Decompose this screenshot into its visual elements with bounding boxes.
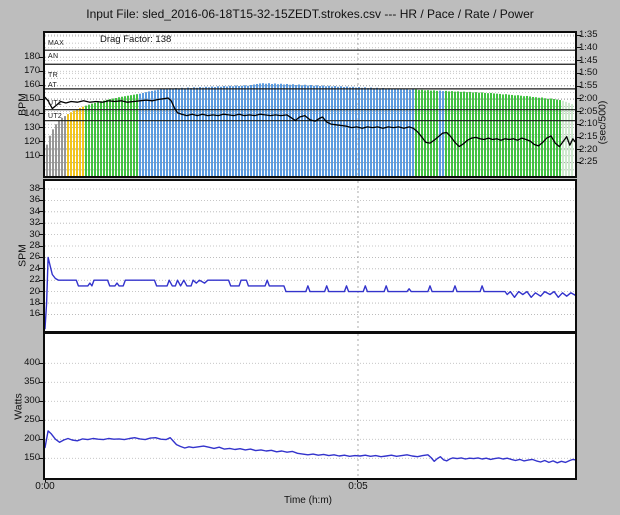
bpm-tick-label: 170	[24, 65, 40, 77]
axis-tick	[39, 222, 43, 224]
axis-tick	[39, 362, 43, 364]
watts-tick-label: 300	[24, 395, 40, 407]
axis-tick	[39, 188, 43, 190]
bpm-tick-label: 120	[24, 135, 40, 147]
pace-tick-label: 2:00	[579, 92, 598, 104]
spm-tick-label: 28	[29, 240, 40, 252]
axis-tick	[39, 400, 43, 402]
hr-zone-label-ut1: UT1	[48, 99, 63, 107]
pace-tick-label: 1:35	[579, 29, 598, 41]
axis-tick	[39, 98, 43, 100]
bpm-tick-label: 130	[24, 121, 40, 133]
hr-zone-label-an: AN	[48, 53, 59, 61]
axis-tick	[39, 268, 43, 270]
axis-tick	[39, 234, 43, 236]
axis-tick	[577, 47, 581, 49]
spm-tick-label: 34	[29, 205, 40, 217]
hr-pace-chart	[43, 31, 577, 178]
x-tick-label: 0:05	[348, 481, 368, 492]
pace-tick-label: 2:15	[579, 131, 598, 142]
bpm-tick-label: 150	[24, 93, 40, 105]
axis-tick	[577, 111, 581, 112]
x-tick-label: 0:00	[35, 481, 55, 492]
axis-tick	[39, 113, 43, 114]
pace-tick-label: 2:10	[579, 118, 598, 130]
pace-tick-label: 1:55	[579, 80, 598, 92]
stroke-rate-plot-area	[45, 181, 575, 331]
axis-tick	[44, 478, 46, 482]
axis-tick	[39, 419, 43, 421]
spm-tick-label: 20	[29, 285, 40, 297]
bpm-tick-label: 160	[24, 79, 40, 91]
watts-tick-label: 200	[24, 433, 40, 445]
axis-tick	[577, 72, 581, 74]
hr-zone-label-ut2: UT2	[48, 112, 63, 120]
pace-tick-label: 2:25	[579, 156, 598, 168]
spm-tick-label: 24	[29, 262, 40, 274]
drag-factor-annotation: Drag Factor: 138	[100, 34, 172, 45]
axis-tick	[577, 161, 581, 163]
pace-tick-label: 2:05	[579, 105, 598, 117]
pace-tick-label: 2:20	[579, 143, 598, 155]
axis-tick	[357, 478, 359, 482]
hr-zone-label-max: MAX	[48, 40, 65, 48]
spm-tick-label: 18	[29, 297, 40, 309]
axis-tick	[577, 123, 581, 125]
axis-tick	[39, 70, 43, 72]
pace-tick-label: 1:45	[579, 54, 598, 66]
axis-tick	[577, 34, 581, 36]
axis-tick	[39, 457, 43, 459]
pace-tick-label: 1:40	[579, 41, 598, 53]
power-chart	[43, 332, 577, 480]
axis-tick	[577, 149, 581, 151]
power-plot-area	[45, 334, 575, 478]
axis-tick	[39, 56, 43, 58]
spm-tick-label: 22	[29, 274, 40, 286]
axis-tick	[577, 136, 581, 138]
figure-title: Input File: sled_2016-06-18T15-32-15ZEDT…	[86, 7, 534, 21]
axis-tick	[39, 302, 43, 304]
watts-tick-label: 400	[24, 357, 40, 369]
axis-tick	[39, 291, 43, 293]
hr-zone-label-tr: TR	[48, 72, 58, 80]
hr-zone-label-at: AT	[48, 81, 58, 89]
stroke-rate-chart	[43, 179, 577, 333]
spm-tick-label: 26	[29, 251, 40, 263]
axis-tick	[577, 60, 581, 62]
spm-tick-label: 30	[29, 228, 40, 240]
axis-tick	[39, 127, 43, 129]
pace-tick-label: 1:50	[579, 67, 598, 79]
axis-tick	[39, 279, 43, 281]
bpm-tick-label: 110	[24, 149, 40, 161]
axis-tick	[39, 381, 43, 383]
axis-tick	[39, 211, 43, 213]
axis-tick	[39, 199, 43, 201]
spm-tick-label: 32	[29, 217, 40, 229]
axis-tick	[577, 85, 581, 87]
axis-tick	[39, 141, 43, 143]
axis-tick	[39, 313, 43, 315]
axis-tick	[577, 98, 581, 100]
watts-tick-label: 350	[24, 376, 40, 388]
bpm-tick-label: 180	[24, 51, 40, 63]
axis-tick	[39, 438, 43, 440]
axis-tick	[39, 256, 43, 258]
hr-pace-plot-area	[45, 33, 575, 176]
bpm-tick-label: 140	[24, 107, 40, 119]
spm-tick-label: 38	[29, 182, 40, 194]
time-axis-label: Time (h:m)	[284, 495, 332, 506]
spm-tick-label: 36	[29, 194, 40, 206]
axis-tick	[39, 155, 43, 157]
axis-tick	[39, 84, 43, 86]
watts-tick-label: 250	[24, 414, 40, 426]
watts-tick-label: 150	[24, 452, 40, 464]
axis-tick	[39, 245, 43, 247]
spm-tick-label: 16	[29, 308, 40, 320]
